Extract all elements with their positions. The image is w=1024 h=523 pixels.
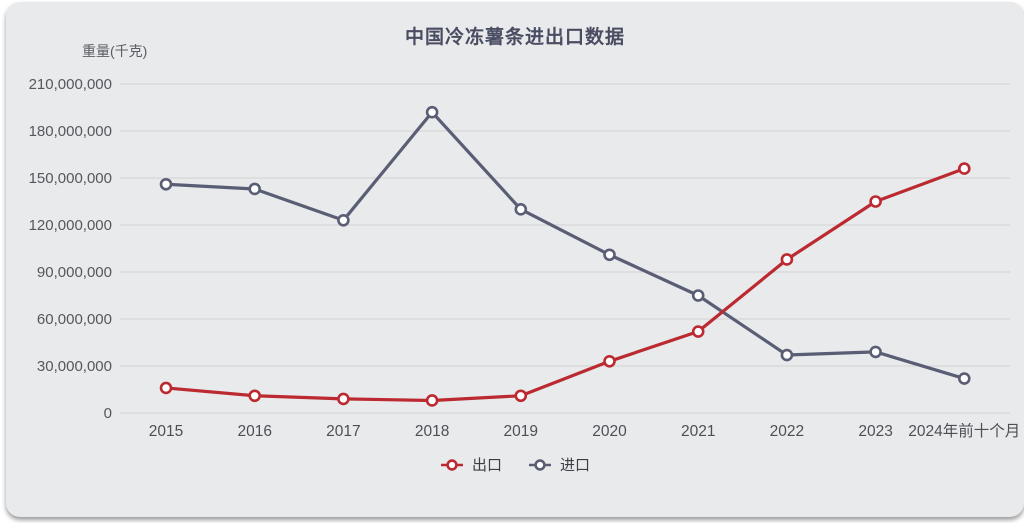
line-chart-plot: 0 30,000,000 60,000,000 90,000,000 120,000,0…	[29, 76, 1021, 440]
chart-title: 中国冷冻薯条进出口数据	[404, 27, 625, 48]
x-tick-label: 2018	[415, 423, 449, 440]
data-point-出口	[337, 392, 350, 406]
y-tick-label: 210,000,000	[29, 76, 112, 93]
data-point-进口	[425, 105, 439, 119]
export-series-marker-icon	[440, 458, 463, 471]
chart-legend: 出口 进口	[6, 454, 1024, 475]
series-line-进口	[164, 110, 966, 381]
y-tick-label: 0	[104, 405, 112, 422]
x-tick-label: 2023	[858, 423, 892, 440]
import-series-marker-icon	[529, 458, 551, 471]
data-point-进口	[159, 177, 173, 191]
data-point-进口	[957, 372, 971, 385]
data-point-进口	[869, 345, 882, 359]
data-point-进口	[248, 182, 261, 196]
y-tick-label: 30,000,000	[37, 358, 112, 375]
x-tick-label: 2024年前十个月	[908, 422, 1020, 440]
x-tick-label: 2022	[770, 423, 804, 440]
chart-card: 中国冷冻薯条进出口数据 重量(千克) 0 30,000,000 60,000,000…	[6, 2, 1024, 517]
y-tick-label: 90,000,000	[37, 264, 112, 281]
data-point-出口	[159, 381, 173, 395]
data-point-进口	[691, 289, 705, 302]
data-point-出口	[780, 253, 794, 266]
series-line-出口	[164, 167, 966, 403]
x-tick-label: 2017	[326, 423, 360, 440]
y-tick-label: 150,000,000	[29, 170, 112, 187]
x-tick-label: 2019	[504, 423, 538, 440]
y-tick-label: 180,000,000	[29, 123, 112, 140]
x-tick-label: 2016	[237, 423, 271, 440]
data-point-进口	[780, 348, 794, 362]
data-point-出口	[248, 389, 261, 403]
legend-label-import: 进口	[560, 457, 591, 474]
legend-item-import[interactable]: 进口	[528, 454, 590, 475]
y-tick-label: 120,000,000	[29, 217, 112, 234]
data-point-出口	[691, 325, 705, 338]
data-point-进口	[337, 214, 350, 227]
data-point-出口	[514, 389, 528, 403]
y-tick-label: 60,000,000	[37, 311, 112, 328]
data-point-出口	[425, 394, 439, 407]
data-point-出口	[869, 195, 882, 208]
data-point-出口	[957, 162, 971, 175]
legend-item-export[interactable]: 出口	[440, 454, 502, 475]
data-point-出口	[603, 354, 616, 368]
x-tick-label: 2015	[149, 423, 183, 440]
y-axis-title: 重量(千克)	[82, 43, 148, 59]
x-tick-label: 2020	[592, 423, 627, 440]
x-tick-label: 2021	[681, 423, 715, 440]
legend-label-export: 出口	[471, 457, 502, 474]
data-point-进口	[603, 248, 616, 262]
data-point-进口	[514, 203, 528, 216]
